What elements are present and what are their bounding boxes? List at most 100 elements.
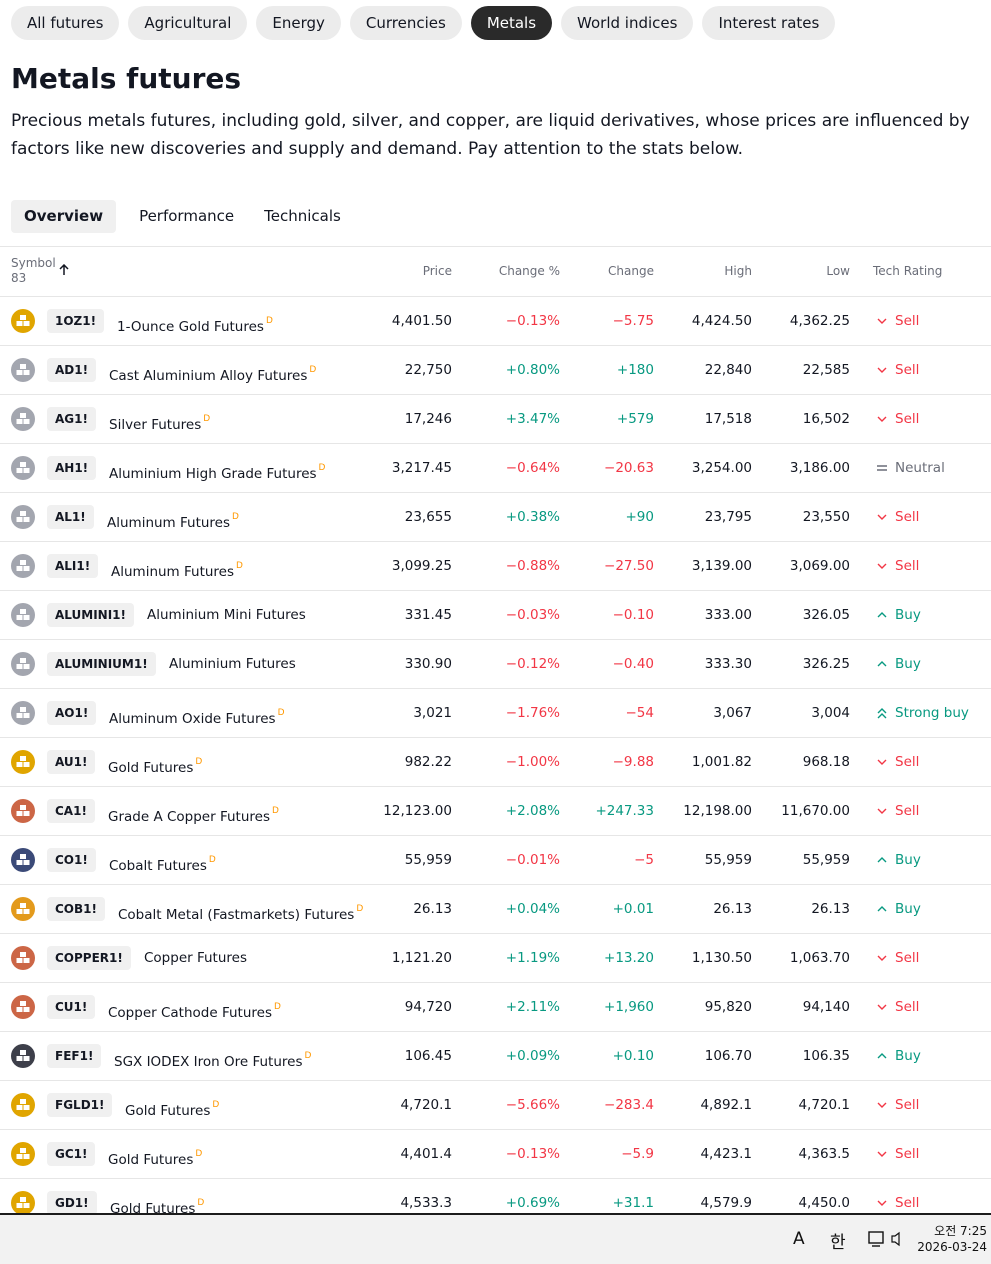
- table-row[interactable]: FEF1! SGX IODEX Iron Ore Futures D 106.45 +0…: [0, 1032, 991, 1081]
- column-header[interactable]: Symbol: [11, 256, 56, 270]
- symbol-badge[interactable]: AG1!: [47, 407, 96, 431]
- table-row[interactable]: ALUMINIUM1! Aluminium Futures 330.90 −0.12%…: [0, 640, 991, 689]
- symbol-badge[interactable]: FEF1!: [47, 1044, 102, 1068]
- market-tab[interactable]: Currencies: [349, 6, 462, 40]
- market-tab[interactable]: Energy: [256, 6, 341, 40]
- instrument-name[interactable]: SGX IODEX Iron Ore Futures D: [114, 1032, 311, 1086]
- instrument-name-text[interactable]: Gold Futures: [108, 1152, 194, 1168]
- column-header[interactable]: Change %: [498, 264, 560, 278]
- instrument-name-text[interactable]: 1-Ounce Gold Futures: [117, 319, 264, 335]
- instrument-name-text[interactable]: Aluminum Futures: [111, 564, 235, 580]
- clock-date[interactable]: 2026-03-24: [917, 1240, 987, 1254]
- column-header[interactable]: Change: [608, 264, 654, 278]
- column-header[interactable]: Low: [826, 264, 850, 278]
- symbol-badge[interactable]: COPPER1!: [47, 946, 131, 970]
- table-row[interactable]: FGLD1! Gold Futures D 4,720.1 −5.66% −283.4 4,…: [0, 1081, 991, 1130]
- table-row[interactable]: CO1! Cobalt Futures D 55,959 −0.01% −5 55,959 5…: [0, 836, 991, 885]
- symbol-badge[interactable]: AU1!: [47, 750, 96, 774]
- tech-rating: Sell: [895, 313, 920, 329]
- table-row[interactable]: AO1! Aluminum Oxide Futures D 3,021 −1.76% −5…: [0, 689, 991, 738]
- instrument-name[interactable]: Silver Futures D: [109, 395, 210, 449]
- instrument-name-text[interactable]: Gold Futures: [108, 760, 194, 776]
- input-mode[interactable]: A: [793, 1229, 805, 1249]
- symbol-badge[interactable]: GC1!: [47, 1142, 96, 1166]
- instrument-name[interactable]: Copper Cathode Futures D: [108, 983, 281, 1037]
- table-row[interactable]: AL1! Aluminum Futures D 23,655 +0.38% +90 23,7…: [0, 493, 991, 542]
- instrument-name[interactable]: Aluminum Futures D: [111, 542, 243, 596]
- instrument-name-text[interactable]: Silver Futures: [109, 417, 202, 433]
- symbol-badge[interactable]: AH1!: [47, 456, 97, 480]
- instrument-name-text[interactable]: Copper Cathode Futures: [108, 1005, 272, 1021]
- instrument-name[interactable]: Grade A Copper Futures D: [108, 787, 279, 841]
- table-row[interactable]: ALUMINI1! Aluminium Mini Futures 331.45 −0.…: [0, 591, 991, 640]
- instrument-name[interactable]: Aluminum Oxide Futures D: [109, 689, 285, 743]
- column-header[interactable]: High: [724, 264, 752, 278]
- instrument-name-text[interactable]: Gold Futures: [125, 1103, 211, 1119]
- sort-arrow[interactable]: [59, 264, 69, 276]
- instrument-name[interactable]: Aluminium High Grade Futures D: [109, 444, 325, 498]
- instrument-name-text[interactable]: Aluminium High Grade Futures: [109, 466, 317, 482]
- market-tab[interactable]: Interest rates: [702, 6, 836, 40]
- symbol-badge[interactable]: ALUMINIUM1!: [47, 652, 156, 676]
- instrument-name[interactable]: Cobalt Metal (Fastmarkets) Futures D: [118, 885, 363, 939]
- symbol-badge[interactable]: 1OZ1!: [47, 309, 105, 333]
- instrument-name-text[interactable]: Aluminium Mini Futures: [147, 607, 306, 623]
- instrument-name[interactable]: Copper Futures: [144, 934, 247, 982]
- symbol-badge[interactable]: AD1!: [47, 358, 97, 382]
- symbol-badge[interactable]: AO1!: [47, 701, 97, 725]
- instrument-name[interactable]: Aluminium Futures: [169, 640, 296, 688]
- instrument-name-text[interactable]: Cobalt Metal (Fastmarkets) Futures: [118, 907, 355, 923]
- instrument-name-text[interactable]: Aluminium Futures: [169, 656, 296, 672]
- change-pct-cell: +3.47%: [505, 411, 560, 427]
- clock-time[interactable]: 오전 7:25: [934, 1224, 987, 1238]
- table-row[interactable]: AH1! Aluminium High Grade Futures D 3,217.4…: [0, 444, 991, 493]
- market-tab[interactable]: Metals: [470, 6, 553, 40]
- instrument-name-text[interactable]: SGX IODEX Iron Ore Futures: [114, 1054, 303, 1070]
- instrument-name[interactable]: Cobalt Futures D: [109, 836, 216, 890]
- table-row[interactable]: AD1! Cast Aluminium Alloy Futures D 22,750 +…: [0, 346, 991, 395]
- instrument-name-text[interactable]: Cobalt Futures: [109, 858, 207, 874]
- symbol-badge[interactable]: GD1!: [47, 1191, 97, 1215]
- column-header[interactable]: Price: [422, 264, 452, 278]
- table-row[interactable]: ALI1! Aluminum Futures D 3,099.25 −0.88% −27.…: [0, 542, 991, 591]
- symbol-badge[interactable]: CO1!: [47, 848, 96, 872]
- view-tab[interactable]: Overview: [11, 200, 117, 233]
- table-row[interactable]: COB1! Cobalt Metal (Fastmarkets) Futures D…: [0, 885, 991, 934]
- symbol-badge[interactable]: FGLD1!: [47, 1093, 113, 1117]
- table-row[interactable]: COPPER1! Copper Futures 1,121.20 +1.19% +13.…: [0, 934, 991, 983]
- symbol-badge[interactable]: ALI1!: [47, 554, 99, 578]
- symbol-badge[interactable]: CU1!: [47, 995, 96, 1019]
- instrument-name[interactable]: Gold Futures D: [108, 1130, 202, 1184]
- market-tab[interactable]: All futures: [11, 6, 120, 40]
- market-tab[interactable]: Agricultural: [128, 6, 248, 40]
- instrument-name[interactable]: Aluminium Mini Futures: [147, 591, 306, 639]
- column-header[interactable]: Tech Rating: [873, 264, 943, 278]
- symbol-badge[interactable]: ALUMINI1!: [47, 603, 134, 627]
- table-row[interactable]: GC1! Gold Futures D 4,401.4 −0.13% −5.9 4,423.…: [0, 1130, 991, 1179]
- table-row[interactable]: AU1! Gold Futures D 982.22 −1.00% −9.88 1,001.…: [0, 738, 991, 787]
- table-row[interactable]: CU1! Copper Cathode Futures D 94,720 +2.11% +…: [0, 983, 991, 1032]
- view-tab[interactable]: Technicals: [264, 207, 341, 225]
- symbol-badge[interactable]: CA1!: [47, 799, 95, 823]
- instrument-name-text[interactable]: Aluminum Oxide Futures: [109, 711, 276, 727]
- instrument-name-text[interactable]: Cast Aluminium Alloy Futures: [109, 368, 308, 384]
- tray-icons[interactable]: [866, 1229, 906, 1249]
- table-row[interactable]: AG1! Silver Futures D 17,246 +3.47% +579 17,51…: [0, 395, 991, 444]
- instrument-name[interactable]: Cast Aluminium Alloy Futures D: [109, 346, 316, 400]
- symbol-badge[interactable]: COB1!: [47, 897, 105, 921]
- instrument-name-text[interactable]: Grade A Copper Futures: [108, 809, 270, 825]
- view-tab[interactable]: Performance: [139, 207, 235, 225]
- instrument-name-text[interactable]: Aluminum Futures: [107, 515, 231, 531]
- price-cell: 330.90: [404, 656, 452, 672]
- instrument-name[interactable]: Aluminum Futures D: [107, 493, 239, 547]
- table-row[interactable]: CA1! Grade A Copper Futures D 12,123.00 +2.0…: [0, 787, 991, 836]
- symbol-badge[interactable]: AL1!: [47, 505, 94, 529]
- ime-indicator[interactable]: 한: [830, 1233, 846, 1253]
- instrument-name[interactable]: 1-Ounce Gold Futures D: [117, 297, 273, 351]
- instrument-name-text[interactable]: Copper Futures: [144, 950, 247, 966]
- market-tab[interactable]: World indices: [561, 6, 694, 40]
- instrument-name[interactable]: Gold Futures D: [108, 738, 202, 792]
- instrument-name[interactable]: Gold Futures D: [125, 1081, 219, 1135]
- table-row[interactable]: 1OZ1! 1-Ounce Gold Futures D 4,401.50 −0.13%…: [0, 297, 991, 346]
- table-row[interactable]: GD1! Gold Futures D 4,533.3 +0.69% +31.1 4,579…: [0, 1179, 991, 1228]
